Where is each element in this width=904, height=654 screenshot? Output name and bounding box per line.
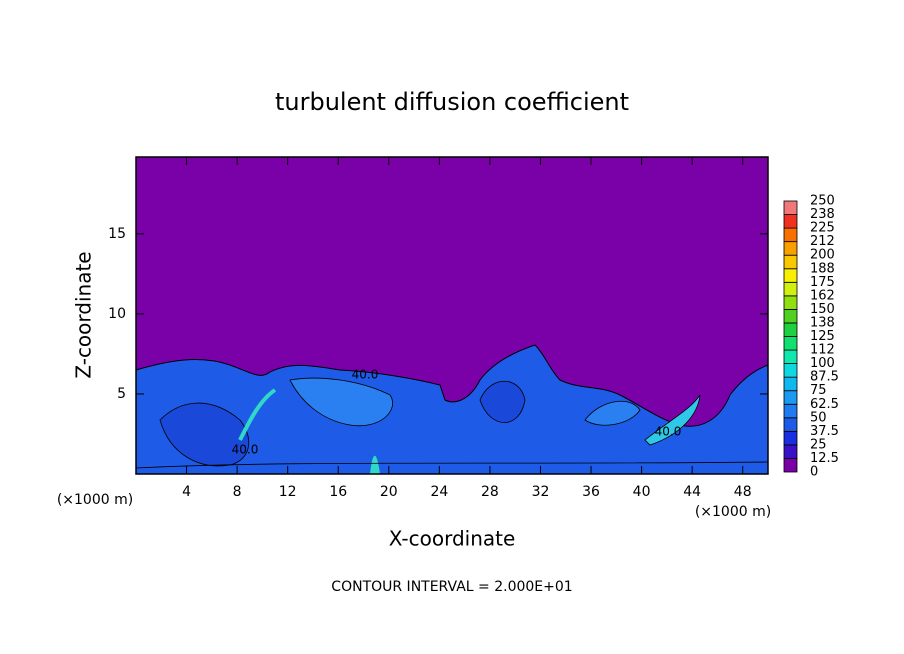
colorbar-label: 175 — [810, 275, 835, 290]
field-region — [159, 402, 249, 467]
colorbar-box — [783, 308, 798, 324]
colorbar-label: 0 — [810, 465, 818, 480]
colorbar-box — [783, 403, 798, 419]
colorbar-box — [783, 417, 798, 432]
colorbar-label: 188 — [810, 261, 835, 276]
colorbar-label: 212 — [810, 234, 835, 249]
colorbar-label: 112 — [810, 343, 835, 358]
plot-frame — [135, 156, 769, 475]
x-tick-label: 36 — [582, 484, 600, 500]
contour-label: 40.0 — [352, 368, 379, 382]
footnote: CONTOUR INTERVAL = 2.000E+01 — [331, 579, 572, 595]
colorbar-label: 75 — [810, 383, 827, 398]
colorbar-label: 37.5 — [810, 424, 839, 439]
x-unit-label: (×1000 m) — [57, 492, 133, 508]
x-tick-label: 32 — [532, 484, 550, 500]
field-region — [135, 344, 769, 475]
x-tick-label: 24 — [430, 484, 448, 500]
field-region — [238, 388, 277, 441]
x-tick-label: 40 — [633, 484, 651, 500]
colorbar-box — [783, 336, 798, 351]
colorbar-label: 200 — [810, 248, 835, 263]
colorbar-box — [783, 254, 798, 270]
colorbar-box — [783, 349, 798, 364]
colorbar-box — [783, 444, 798, 459]
colorbar-label: 250 — [810, 194, 835, 209]
x-unit-label: (×1000 m) — [695, 504, 771, 520]
colorbar-label: 87.5 — [810, 370, 839, 385]
x-tick-label: 48 — [734, 484, 752, 500]
colorbar-box — [783, 390, 798, 405]
colorbar-box — [783, 268, 798, 283]
y-axis-label: Z-coordinate — [72, 251, 96, 378]
colorbar-label: 150 — [810, 302, 835, 317]
colorbar-box — [783, 376, 798, 392]
y-tick-label: 15 — [108, 226, 126, 242]
colorbar-label: 100 — [810, 356, 835, 371]
y-tick-label: 10 — [108, 306, 126, 322]
x-tick-label: 20 — [380, 484, 398, 500]
x-tick-label: 44 — [683, 484, 701, 500]
colorbar-box — [783, 363, 798, 378]
colorbar-label: 12.5 — [810, 451, 839, 466]
x-tick-label: 28 — [481, 484, 499, 500]
colorbar-box — [783, 227, 798, 243]
x-axis-label: X-coordinate — [389, 527, 516, 551]
chart-title: turbulent diffusion coefficient — [275, 88, 629, 116]
contour-line — [135, 461, 769, 469]
colorbar-box — [783, 241, 798, 256]
y-tick-label: 5 — [117, 386, 126, 402]
field-region — [289, 377, 393, 427]
colorbar-box — [783, 430, 798, 446]
colorbar-box — [783, 295, 798, 310]
field — [135, 344, 769, 475]
field-region — [644, 394, 701, 446]
colorbar-label: 125 — [810, 329, 835, 344]
field-region — [370, 455, 380, 474]
colorbar-label: 225 — [810, 221, 835, 236]
colorbar-label: 25 — [810, 437, 827, 452]
colorbar-box — [783, 281, 798, 297]
colorbar-label: 62.5 — [810, 397, 839, 412]
colorbar-box — [783, 200, 798, 215]
contour-label: 40.0 — [232, 443, 259, 457]
x-tick-label: 4 — [182, 484, 191, 500]
colorbar-box — [783, 458, 798, 473]
colorbar-box — [783, 214, 798, 229]
x-tick-label: 16 — [329, 484, 347, 500]
colorbar-box — [783, 322, 798, 337]
field-region — [479, 380, 526, 423]
contour-label: 40.0 — [655, 425, 682, 439]
x-tick-label: 12 — [279, 484, 297, 500]
colorbar-label: 162 — [810, 288, 835, 303]
colorbar-label: 138 — [810, 315, 835, 330]
x-tick-label: 8 — [233, 484, 242, 500]
field-region — [584, 401, 641, 426]
colorbar-label: 50 — [810, 410, 827, 425]
colorbar-label: 238 — [810, 207, 835, 222]
